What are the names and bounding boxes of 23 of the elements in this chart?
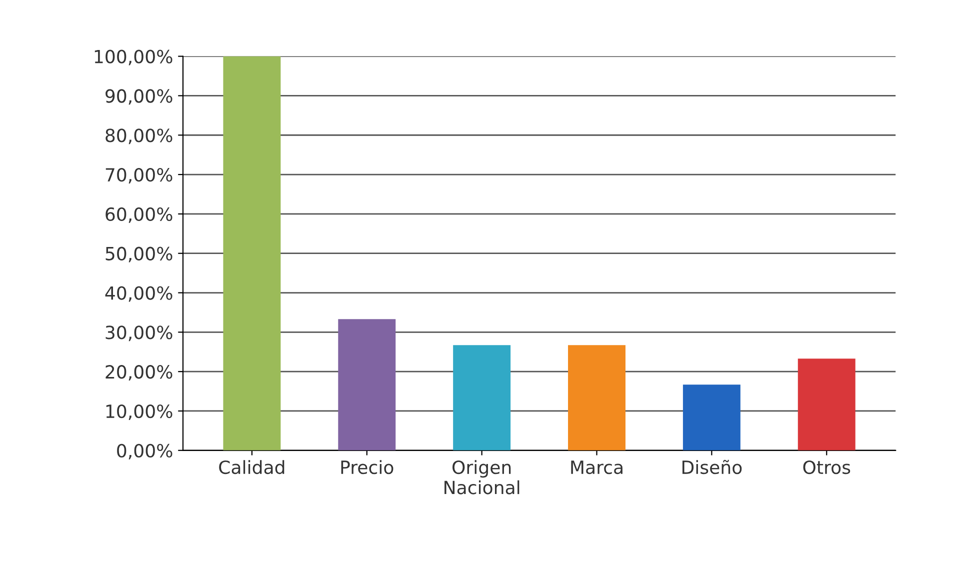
bar: [798, 358, 856, 450]
x-tick-label: Diseño: [682, 460, 742, 474]
y-tick-label: 0,00%: [117, 444, 172, 460]
y-tick-label: 80,00%: [106, 128, 172, 144]
bar: [682, 384, 740, 450]
bar: [223, 56, 281, 450]
x-tick-label: Origen Nacional: [444, 460, 520, 494]
y-tick-label: 20,00%: [106, 365, 172, 381]
y-tick-label: 50,00%: [106, 246, 172, 262]
bar: [568, 345, 626, 450]
x-tick-label: Precio: [341, 460, 394, 474]
y-tick-label: 10,00%: [106, 404, 172, 420]
y-tick-label: 40,00%: [105, 286, 172, 302]
y-tick-label: 60,00%: [106, 207, 172, 223]
x-tick-label: Otros: [803, 460, 850, 474]
bar: [453, 345, 511, 450]
y-tick-label: 100,00%: [94, 50, 172, 66]
x-tick-label: Marca: [571, 460, 622, 474]
y-tick-label: 70,00%: [106, 168, 172, 184]
y-tick-label: 30,00%: [106, 326, 172, 342]
x-tick-label: Calidad: [219, 460, 284, 474]
y-tick-label: 90,00%: [106, 89, 172, 105]
bar: [338, 319, 396, 450]
